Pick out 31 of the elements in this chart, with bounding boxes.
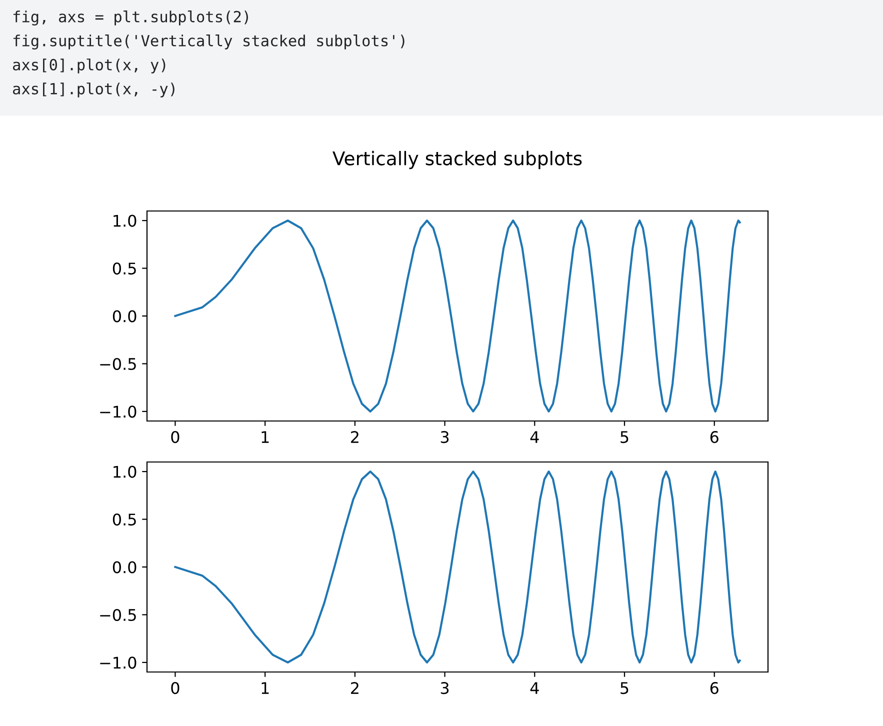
y-tick-label: 1.0 xyxy=(114,466,136,478)
x-tick-label: 6 xyxy=(710,431,718,444)
line-series xyxy=(174,220,741,412)
x-tick-label: 2 xyxy=(351,431,358,443)
text: fig.suptitle('Vertically stacked subplots') xyxy=(13,34,404,50)
x-tick-label: 6 xyxy=(710,682,718,694)
text: fig, axs = plt.subplots(2) xyxy=(13,10,248,26)
line-series xyxy=(174,470,741,664)
y-tick-label: 0.5 xyxy=(112,262,136,275)
x-tick-label: 5 xyxy=(620,431,628,444)
y-tick-label: 0.5 xyxy=(112,513,136,526)
x-tick-label: 0 xyxy=(171,431,180,444)
x-tick-label: 1 xyxy=(262,431,269,443)
x-tick-label: 3 xyxy=(440,431,449,444)
y-tick-label: −1.0 xyxy=(100,656,136,669)
x-tick-label: 4 xyxy=(530,682,539,694)
text: axs[0].plot(x, y) xyxy=(12,58,166,74)
x-tick-label: 5 xyxy=(620,682,628,694)
x-tick-label: 0 xyxy=(171,682,180,694)
x-tick-label: 3 xyxy=(440,682,449,694)
chart-title: Vertically stacked subplots xyxy=(332,150,582,170)
y-tick-label: −1.0 xyxy=(100,406,136,418)
y-tick-label: −0.5 xyxy=(100,608,136,622)
x-tick-label: 4 xyxy=(530,431,539,443)
y-tick-label: 1.0 xyxy=(114,214,136,227)
y-tick-label: −0.5 xyxy=(100,358,136,370)
y-tick-label: 0.0 xyxy=(112,561,136,574)
x-tick-label: 1 xyxy=(262,682,269,694)
x-tick-label: 2 xyxy=(351,682,358,694)
y-tick-label: 0.0 xyxy=(112,310,136,322)
text: axs[1].plot(x, -y) xyxy=(12,82,174,98)
